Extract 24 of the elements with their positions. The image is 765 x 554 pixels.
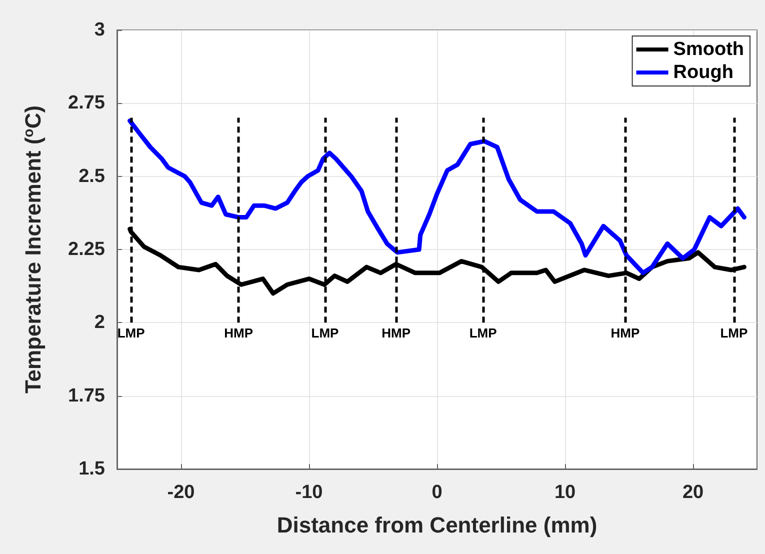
legend-label: Smooth — [673, 39, 744, 60]
legend-label: Rough — [673, 62, 734, 83]
x-tick-label: 10 — [554, 482, 576, 503]
x-tick-label: -10 — [295, 482, 323, 503]
x-tick-label: 20 — [682, 482, 704, 503]
y-axis-title: Temperature Increment (oC) — [20, 105, 46, 394]
ref-line-label: HMP — [224, 326, 254, 341]
ref-line-label: LMP — [469, 326, 498, 341]
ref-line-label: LMP — [311, 326, 340, 341]
ref-line-label: LMP — [720, 326, 748, 341]
x-axis-title: Distance from Centerline (mm) — [276, 512, 598, 538]
y-tick-label: 2.75 — [68, 92, 106, 114]
ref-line-label: LMP — [117, 326, 146, 341]
x-tick-label: 0 — [432, 482, 442, 503]
y-tick-label: 2 — [94, 312, 105, 334]
ref-line-label: HMP — [382, 326, 411, 341]
y-tick-label: 2.25 — [68, 239, 106, 260]
y-tick-label: 1.5 — [78, 458, 106, 480]
ref-line-label: HMP — [610, 326, 640, 341]
y-tick-label: 3 — [94, 20, 105, 40]
y-tick-label: 1.75 — [68, 385, 106, 406]
line-series — [128, 118, 746, 276]
y-tick-label: 2.5 — [78, 166, 106, 187]
x-tick-label: -20 — [167, 482, 195, 503]
